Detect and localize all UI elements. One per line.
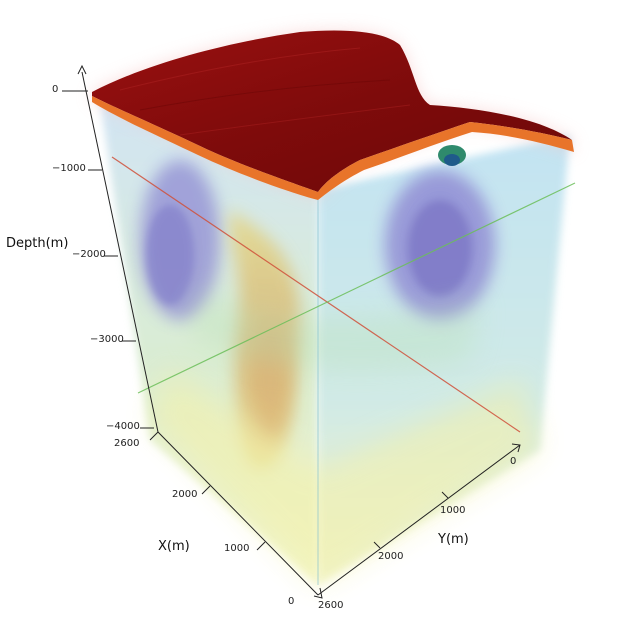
y-tick-2000: 2000 bbox=[378, 551, 404, 562]
x-axis-line bbox=[157, 431, 319, 596]
volume-body bbox=[100, 100, 570, 585]
section-line-green bbox=[137, 182, 576, 394]
section-lines bbox=[111, 156, 576, 433]
depth-tick-4000: −4000 bbox=[106, 421, 140, 432]
axes bbox=[62, 64, 521, 599]
x-tick-2000: 2000 bbox=[172, 489, 198, 500]
depth-tick-3000: −3000 bbox=[90, 334, 124, 345]
y-tick-1000: 1000 bbox=[440, 505, 466, 516]
depth-axis-line bbox=[81, 71, 159, 433]
depth-tick-2000: −2000 bbox=[72, 249, 106, 260]
section-line-red bbox=[111, 156, 521, 433]
topographic-surface bbox=[92, 30, 574, 200]
x-tick-2600: 2600 bbox=[114, 438, 140, 449]
surface-top bbox=[92, 30, 572, 192]
y-axis-line bbox=[317, 444, 521, 596]
y-tick-0: 0 bbox=[510, 456, 517, 467]
depth-tick-1000: −1000 bbox=[52, 163, 86, 174]
x-tick-1000: 1000 bbox=[224, 543, 250, 554]
y-axis-title: Y(m) bbox=[438, 532, 469, 547]
x-axis-title: X(m) bbox=[158, 539, 190, 554]
surface-edge bbox=[92, 96, 574, 200]
depth-axis-title: Depth(m) bbox=[6, 236, 69, 251]
x-tick-0: 0 bbox=[288, 596, 295, 607]
depth-tick-0: 0 bbox=[52, 84, 59, 95]
y-tick-2600: 2600 bbox=[318, 600, 344, 611]
